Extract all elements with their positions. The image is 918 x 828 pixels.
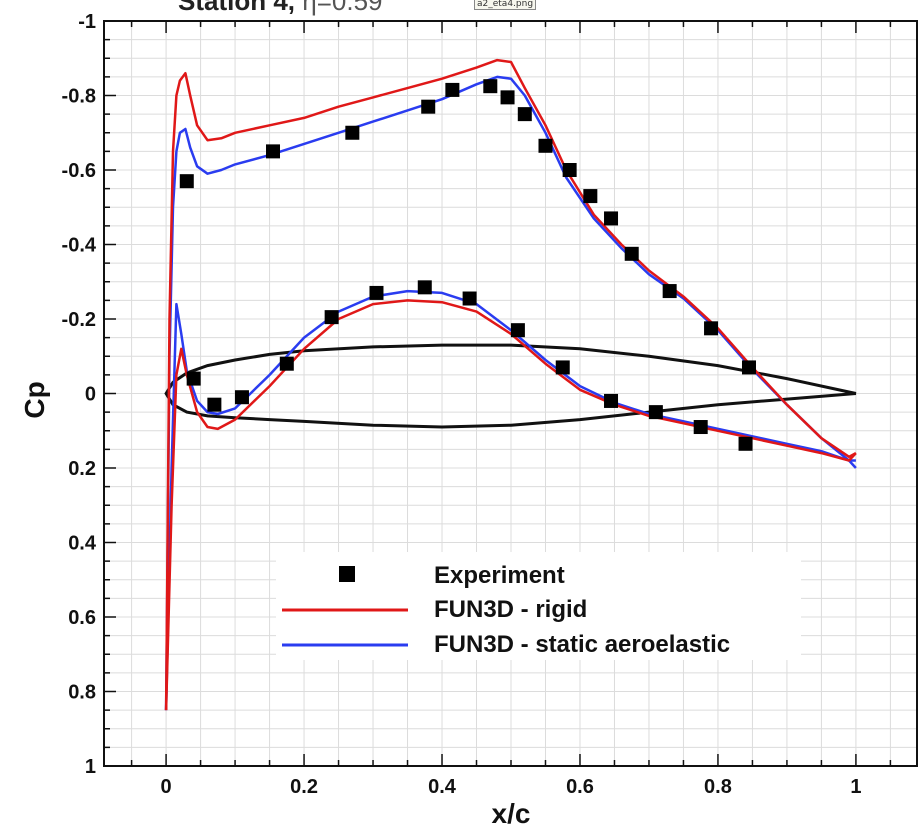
legend: Experiment FUN3D - rigid FUN3D - static … (276, 552, 801, 660)
chart-title-eta: η=0.59 (302, 0, 383, 16)
y-tick-label: 1 (85, 756, 96, 778)
legend-experiment-label: Experiment (434, 562, 565, 589)
x-tick-label: 0.4 (428, 776, 457, 798)
experiment-point (500, 90, 515, 105)
y-tick-label: 0.4 (68, 533, 97, 555)
chart-title: Station 4, η=0.59 (178, 0, 383, 17)
experiment-point (662, 284, 677, 299)
tick-marks (104, 20, 892, 767)
x-tick-label: 0 (161, 776, 172, 798)
experiment-point (462, 291, 477, 306)
experiment-point (604, 211, 619, 226)
y-axis-label: Cp (19, 381, 50, 418)
experiment-point (266, 144, 281, 159)
x-tick-label: 1 (850, 776, 861, 798)
experiment-point (741, 360, 756, 375)
experiment-point (604, 393, 619, 408)
experiment-point (207, 397, 222, 412)
airfoil-outline (164, 343, 857, 429)
rigid-lower-line (164, 299, 857, 711)
experiment-point (704, 321, 719, 336)
experiment-point (555, 360, 570, 375)
y-tick-label: -1 (78, 11, 96, 33)
experiment-point (417, 280, 432, 295)
y-tick-label: 0.6 (68, 607, 96, 629)
experiment-point (738, 436, 753, 451)
y-tick-label: -0.6 (62, 160, 96, 182)
y-tick-label: -0.8 (62, 86, 96, 108)
x-tick-label: 0.2 (290, 776, 318, 798)
legend-box (276, 552, 801, 660)
experiment-point (234, 390, 249, 405)
experiment-point (369, 285, 384, 300)
experiment-point (279, 356, 294, 371)
aeroelastic-upper-line (164, 75, 856, 711)
x-tick-label: 0.6 (566, 776, 594, 798)
experiment-point (445, 82, 460, 97)
experiment-point (179, 174, 194, 189)
experiment-point (648, 405, 663, 420)
file-tag: a2_eta4.png (474, 0, 537, 10)
legend-aeroelastic-label: FUN3D - static aeroelastic (434, 631, 730, 658)
x-tick-labels: 0 0.2 0.4 0.6 0.8 1 (161, 776, 862, 798)
y-tick-label: 0.8 (68, 682, 96, 704)
experiment-point (517, 107, 532, 122)
experiment-point (186, 371, 201, 386)
y-tick-label: 0 (85, 384, 96, 406)
experiment-markers (179, 79, 756, 451)
experiment-point (583, 189, 598, 204)
y-tick-label: -0.4 (62, 235, 97, 257)
experiment-point (562, 163, 577, 177)
legend-rigid-label: FUN3D - rigid (434, 596, 587, 623)
experiment-point (421, 99, 436, 114)
y-tick-label: -0.2 (62, 309, 96, 331)
experiment-point (324, 310, 339, 325)
rigid-upper-line (164, 58, 857, 711)
y-tick-label: 0.2 (68, 458, 96, 480)
experiment-point (624, 246, 639, 261)
x-tick-label: 0.8 (704, 776, 732, 798)
experiment-point (483, 79, 498, 94)
legend-experiment-marker (339, 566, 355, 582)
airfoil-shape (164, 343, 857, 429)
experiment-point (345, 125, 360, 140)
experiment-point (693, 420, 708, 435)
experiment-point (538, 138, 553, 153)
x-axis-label: x/c (492, 798, 531, 828)
y-tick-labels: -1 -0.8 -0.6 -0.4 -0.2 0 0.2 0.4 0.6 0.8 1 (62, 11, 97, 778)
chart-title-text: Station 4, (178, 0, 303, 16)
experiment-point (510, 323, 525, 338)
